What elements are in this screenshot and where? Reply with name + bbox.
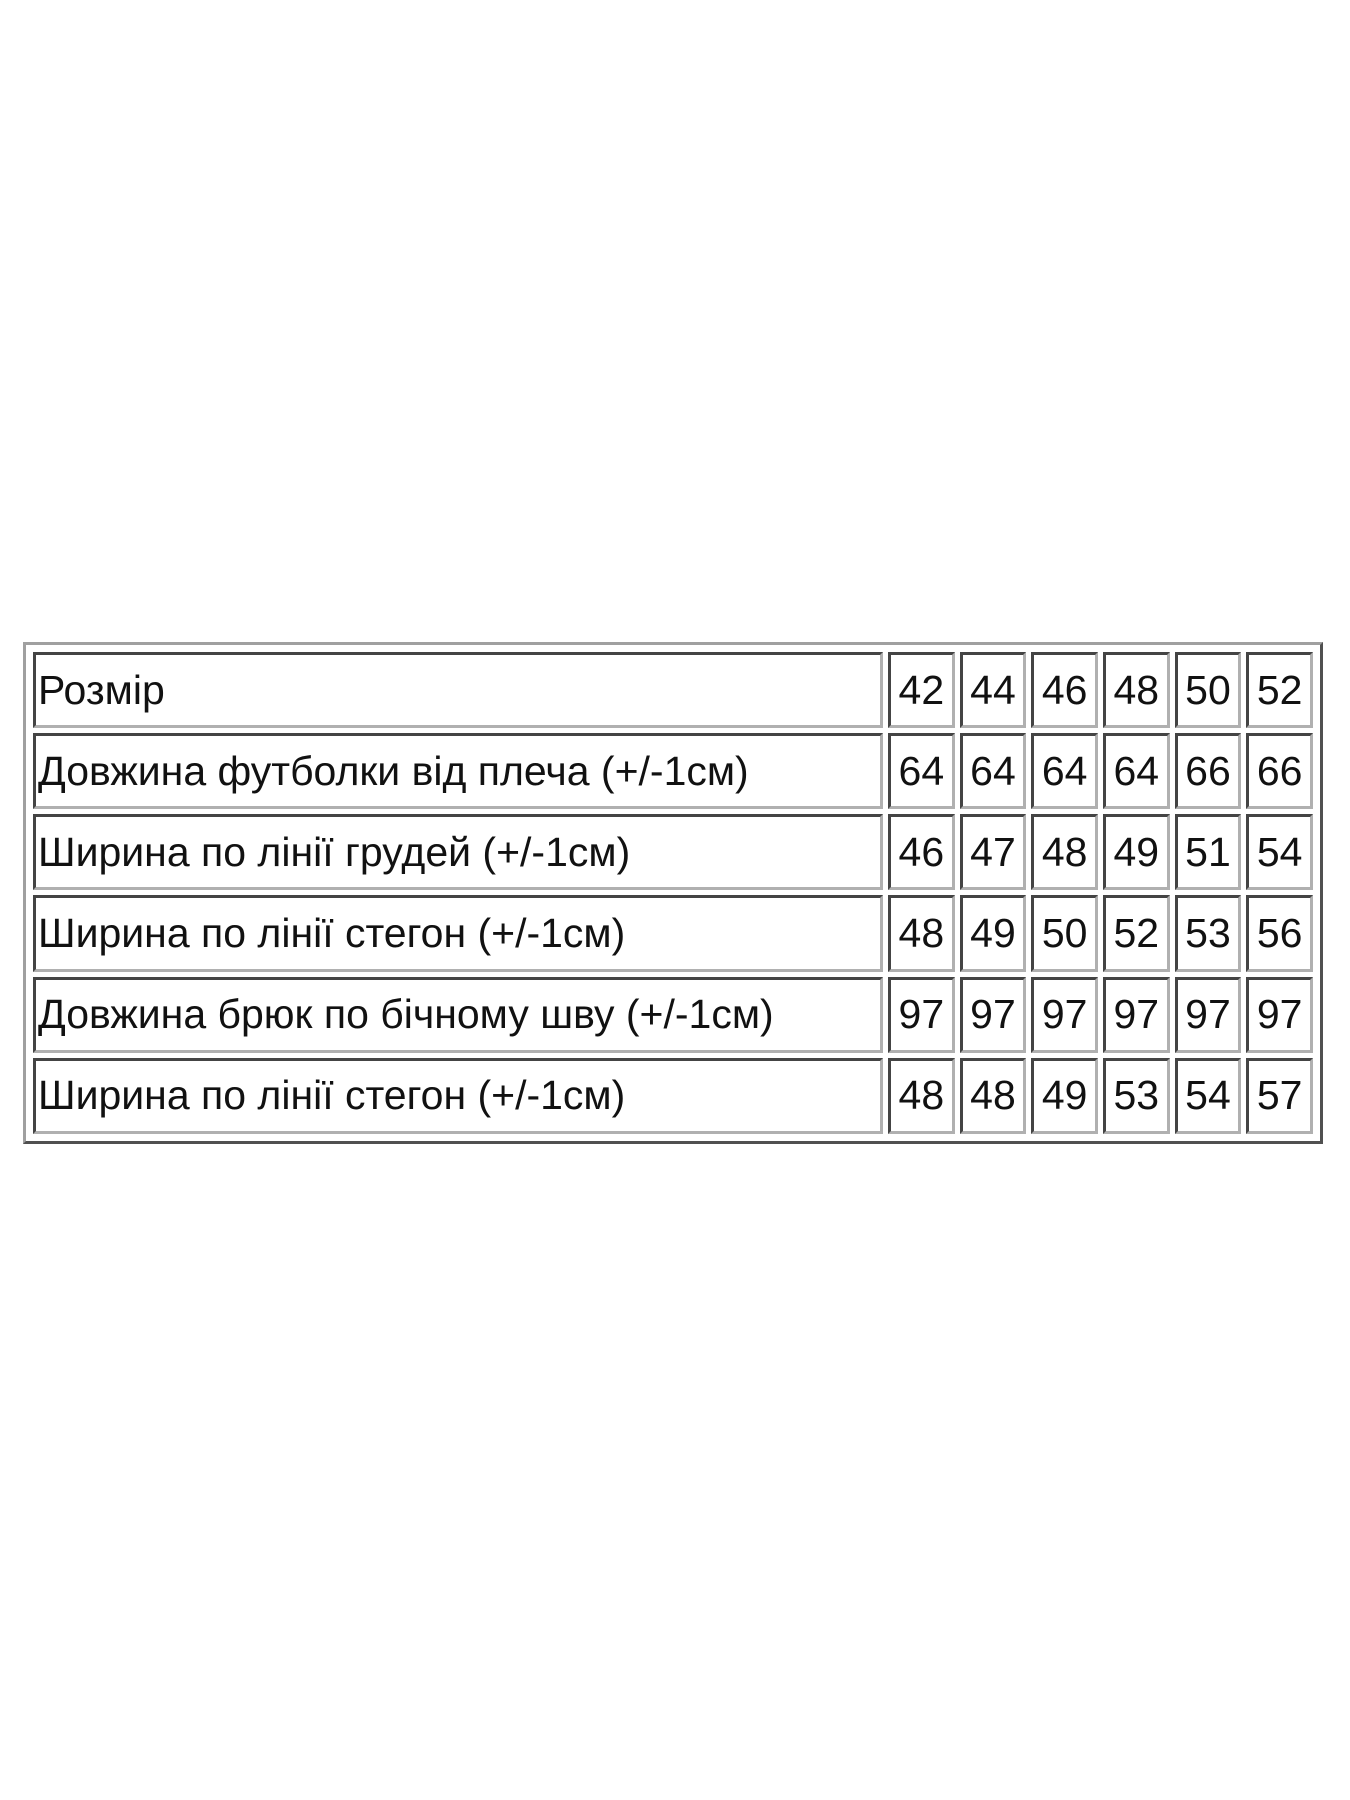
value-cell: 64 — [1031, 733, 1098, 810]
size-header-cell: 48 — [1102, 652, 1170, 729]
size-table: Розмір 42 44 46 48 50 52 Довжина футболки від п… — [23, 642, 1323, 1144]
row-label: Ширина по лінії стегон (+/-1см) — [33, 895, 883, 972]
table-row: Довжина брюк по бічному шву (+/-1см) 97 97… — [33, 976, 1313, 1053]
value-cell: 56 — [1246, 895, 1313, 972]
table-row: Ширина по лінії грудей (+/-1см) 46 47 48 49 5… — [33, 814, 1313, 891]
value-cell: 97 — [959, 976, 1027, 1053]
size-header-cell: 52 — [1246, 652, 1313, 729]
value-cell: 97 — [1174, 976, 1242, 1053]
value-cell: 48 — [888, 895, 955, 972]
value-cell: 64 — [959, 733, 1027, 810]
value-cell: 64 — [888, 733, 955, 810]
value-cell: 52 — [1102, 895, 1170, 972]
header-row: Розмір 42 44 46 48 50 52 — [33, 652, 1313, 729]
value-cell: 53 — [1174, 895, 1242, 972]
table-row: Ширина по лінії стегон (+/-1см) 48 48 49 53 5… — [33, 1057, 1313, 1134]
row-label: Довжина брюк по бічному шву (+/-1см) — [33, 976, 883, 1053]
value-cell: 54 — [1174, 1057, 1242, 1134]
value-cell: 66 — [1174, 733, 1242, 810]
value-cell: 46 — [888, 814, 955, 891]
value-cell: 57 — [1246, 1057, 1313, 1134]
value-cell: 49 — [1102, 814, 1170, 891]
value-cell: 97 — [1102, 976, 1170, 1053]
value-cell: 48 — [888, 1057, 955, 1134]
value-cell: 97 — [1031, 976, 1098, 1053]
row-label: Довжина футболки від плеча (+/-1см) — [33, 733, 883, 810]
value-cell: 51 — [1174, 814, 1242, 891]
value-cell: 48 — [1031, 814, 1098, 891]
value-cell: 47 — [959, 814, 1027, 891]
value-cell: 97 — [888, 976, 955, 1053]
size-header-cell: 50 — [1174, 652, 1242, 729]
row-label: Розмір — [33, 652, 883, 729]
value-cell: 64 — [1102, 733, 1170, 810]
row-label: Ширина по лінії стегон (+/-1см) — [33, 1057, 883, 1134]
value-cell: 97 — [1246, 976, 1313, 1053]
value-cell: 53 — [1102, 1057, 1170, 1134]
value-cell: 49 — [959, 895, 1027, 972]
size-header-cell: 42 — [888, 652, 955, 729]
value-cell: 48 — [959, 1057, 1027, 1134]
table-row: Ширина по лінії стегон (+/-1см) 48 49 50 52 5… — [33, 895, 1313, 972]
value-cell: 50 — [1031, 895, 1098, 972]
size-header-cell: 46 — [1031, 652, 1098, 729]
value-cell: 54 — [1246, 814, 1313, 891]
value-cell: 49 — [1031, 1057, 1098, 1134]
table-row: Довжина футболки від плеча (+/-1см) 64 64 6… — [33, 733, 1313, 810]
size-header-cell: 44 — [959, 652, 1027, 729]
row-label: Ширина по лінії грудей (+/-1см) — [33, 814, 883, 891]
value-cell: 66 — [1246, 733, 1313, 810]
